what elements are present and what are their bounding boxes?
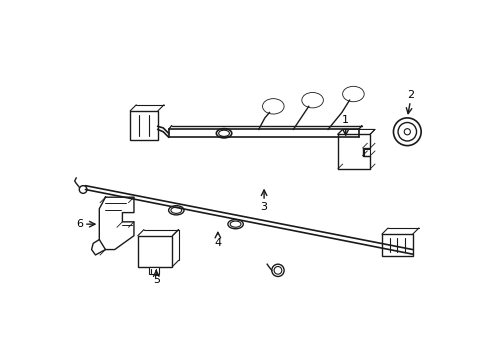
Bar bbox=[130, 111, 158, 140]
Ellipse shape bbox=[171, 207, 182, 213]
Text: 6: 6 bbox=[76, 219, 82, 229]
Ellipse shape bbox=[301, 93, 323, 108]
Ellipse shape bbox=[306, 96, 318, 104]
Ellipse shape bbox=[230, 221, 241, 227]
Ellipse shape bbox=[266, 103, 279, 110]
Ellipse shape bbox=[218, 130, 229, 136]
Circle shape bbox=[274, 266, 281, 274]
Circle shape bbox=[397, 122, 416, 141]
Ellipse shape bbox=[227, 220, 243, 229]
Text: 5: 5 bbox=[152, 275, 160, 285]
Circle shape bbox=[79, 186, 87, 193]
Ellipse shape bbox=[262, 99, 284, 114]
Text: 1: 1 bbox=[342, 115, 348, 125]
Bar bbox=[138, 236, 172, 266]
Ellipse shape bbox=[216, 129, 231, 138]
Circle shape bbox=[393, 118, 420, 145]
Ellipse shape bbox=[342, 86, 364, 102]
Ellipse shape bbox=[344, 88, 362, 100]
Bar bbox=[364, 149, 369, 156]
Bar bbox=[381, 234, 412, 256]
Bar bbox=[149, 266, 158, 274]
Ellipse shape bbox=[303, 94, 321, 106]
Ellipse shape bbox=[168, 206, 183, 215]
Text: 3: 3 bbox=[260, 202, 267, 212]
Ellipse shape bbox=[346, 90, 359, 98]
Text: 4: 4 bbox=[214, 238, 221, 248]
Text: 2: 2 bbox=[406, 90, 413, 100]
Ellipse shape bbox=[264, 100, 282, 112]
Circle shape bbox=[404, 129, 409, 135]
Circle shape bbox=[271, 264, 284, 276]
